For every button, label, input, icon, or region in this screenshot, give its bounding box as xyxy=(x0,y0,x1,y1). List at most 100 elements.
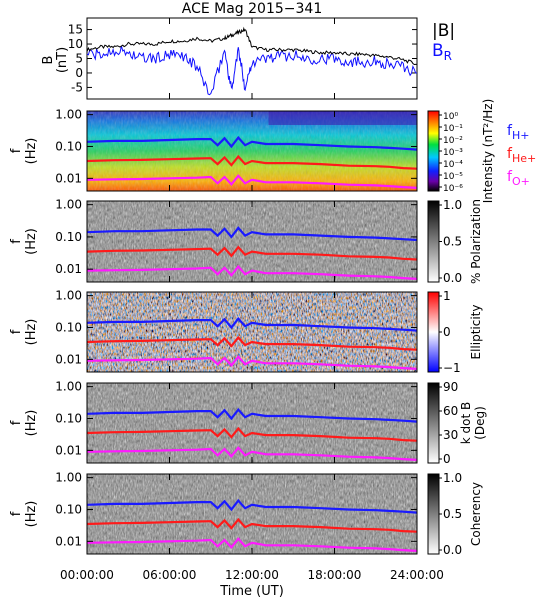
y-tick-label: 0.01 xyxy=(55,171,82,185)
spectrogram-image xyxy=(87,201,417,282)
colorbar-tick-label: 0 xyxy=(443,452,451,466)
y-axis-label-line1: f xyxy=(9,148,24,153)
x-tick-label: 18:00:00 xyxy=(308,568,362,582)
spectrogram-image xyxy=(87,383,417,463)
colorbar-tick-label: 10⁻⁵ xyxy=(443,172,463,182)
figure-title: ACE Mag 2015−341 xyxy=(182,1,322,17)
panel-frame xyxy=(86,17,418,100)
colorbar-tick-label: 0.5 xyxy=(443,235,462,249)
colorbar-tick-label: 1.0 xyxy=(443,471,462,485)
series-total-field-line xyxy=(86,26,418,66)
y-tick-label: -5 xyxy=(71,80,83,94)
spectrogram-texture xyxy=(87,383,417,463)
y-axis-label-line2: (nT) xyxy=(55,47,70,73)
y-tick-label: 0.10 xyxy=(55,502,82,516)
legend-f-o: fO+ xyxy=(507,169,530,188)
y-tick-label: 0.10 xyxy=(55,411,82,425)
colorbar-tick-label: 10⁰ xyxy=(443,112,458,122)
colorbar-tick-label: 1.0 xyxy=(443,198,462,212)
panel-intensity: 1.00 0.10 0.01 f (Hz) 10⁰ 10⁻¹ 10⁻² 10⁻³ 10⁻⁴ 10⁻⁵… xyxy=(9,99,495,204)
colorbar xyxy=(427,291,440,373)
colorbar-tick-label: 10⁻³ xyxy=(443,148,463,158)
panel-polarization: 1.00 0.10 0.01 f (Hz) 1.0 0.5 0.0 % Polarization xyxy=(9,198,483,285)
colorbar-tick-label: 60 xyxy=(443,404,458,418)
f-he-line xyxy=(87,154,417,170)
colorbar xyxy=(427,473,440,555)
f-h-line xyxy=(87,407,417,423)
y-axis-label-line2: (Hz) xyxy=(24,319,39,346)
series-radial-field-line xyxy=(86,45,418,96)
colorbar xyxy=(427,382,440,464)
panel-ellipticity: 1.00 0.10 0.01 f (Hz) 1 0 −1 Ellipticity xyxy=(9,289,483,375)
colorbar-tick-label: 0 xyxy=(443,325,451,339)
colorbar-tick-label: 0.0 xyxy=(443,543,462,557)
f-o-line xyxy=(87,355,417,370)
y-axis-label-line2: (Hz) xyxy=(24,501,39,528)
colorbar-tick-label: 30 xyxy=(443,428,458,442)
x-axis-ticks: 00:00:00 06:00:00 12:00:00 18:00:00 24:00:00 xyxy=(60,18,444,582)
f-h-line xyxy=(87,316,417,332)
y-tick-label: 1.00 xyxy=(55,198,82,212)
spectrogram-texture xyxy=(87,474,417,554)
y-tick-label: 0 xyxy=(75,66,83,80)
f-he-line xyxy=(87,335,417,351)
colorbar-tick-label: 0.5 xyxy=(443,507,462,521)
low-intensity-band xyxy=(268,111,417,125)
panel-wave-normal-angle: 1.00 0.10 0.01 f (Hz) 90 60 30 0 k dot B (Deg) xyxy=(9,380,487,466)
spectrogram-image xyxy=(87,111,417,191)
spectrogram-texture xyxy=(87,292,417,372)
f-o-line xyxy=(87,446,417,461)
colorbar-tick-label: 1 xyxy=(443,289,451,303)
gyro-legend: fH+ fHe+ fO+ xyxy=(507,123,536,188)
x-axis-label: Time (UT) xyxy=(219,584,284,599)
y-tick-label: 0.10 xyxy=(55,139,82,153)
panel-coherency: 1.00 0.10 0.01 f (Hz) 1.0 0.5 0.0 Coherency xyxy=(9,471,483,557)
spectrogram-image xyxy=(87,474,417,554)
spectrogram-panels: 1.000.100.01f (Hz)10⁰10⁻¹10⁻²10⁻³10⁻⁴10⁻⁵… xyxy=(9,99,495,557)
y-tick-label: 1.00 xyxy=(55,471,82,485)
y-axis-label-line2: (Hz) xyxy=(24,410,39,437)
f-h-line xyxy=(87,135,417,151)
x-tick-label: 00:00:00 xyxy=(60,568,114,582)
legend-f-he: fHe+ xyxy=(507,146,536,165)
y-axis-label-line2: (Hz) xyxy=(24,138,39,165)
spectrogram-texture xyxy=(87,201,417,282)
y-axis-label-line1: f xyxy=(9,511,24,516)
y-axis-label-line1: f xyxy=(9,329,24,334)
y-tick-label: 0.10 xyxy=(55,230,82,244)
colorbar-tick-label: 10⁻¹ xyxy=(443,124,463,134)
legend-total-field: |B| xyxy=(432,21,455,41)
f-o-line xyxy=(87,264,417,280)
f-he-line xyxy=(87,245,417,261)
y-axis-label-line1: B xyxy=(41,56,56,65)
colorbar-label: % Polarization xyxy=(469,199,483,284)
spectrogram-image xyxy=(87,292,417,372)
colorbar-tick-label: 90 xyxy=(443,380,458,394)
legend-f-h: fH+ xyxy=(507,123,529,142)
f-he-line xyxy=(87,426,417,442)
colorbar-tick-label: 10⁻⁶ xyxy=(443,184,463,194)
y-axis-label-line2: (Hz) xyxy=(24,228,39,255)
f-he-line xyxy=(87,517,417,533)
colorbar xyxy=(427,110,440,192)
f-h-line xyxy=(87,226,417,242)
y-tick-label: 1.00 xyxy=(55,289,82,303)
y-tick-label: 1.00 xyxy=(55,380,82,394)
y-tick-label: 0.10 xyxy=(55,320,82,334)
x-tick-label: 12:00:00 xyxy=(225,568,279,582)
y-tick-label: 5 xyxy=(75,52,83,66)
colorbar-label: Ellipticity xyxy=(469,305,483,360)
f-h-line xyxy=(87,498,417,514)
y-tick-label: 1.00 xyxy=(55,108,82,122)
x-tick-label: 06:00:00 xyxy=(143,568,197,582)
colorbar xyxy=(427,200,440,283)
colorbar-label: k dot B xyxy=(459,402,473,444)
legend-radial-field: BR xyxy=(432,41,452,63)
y-axis-label-line1: f xyxy=(9,239,24,244)
y-tick-label: 15 xyxy=(68,23,83,37)
colorbar-label: (Deg) xyxy=(473,406,487,440)
series-lines xyxy=(86,26,418,96)
